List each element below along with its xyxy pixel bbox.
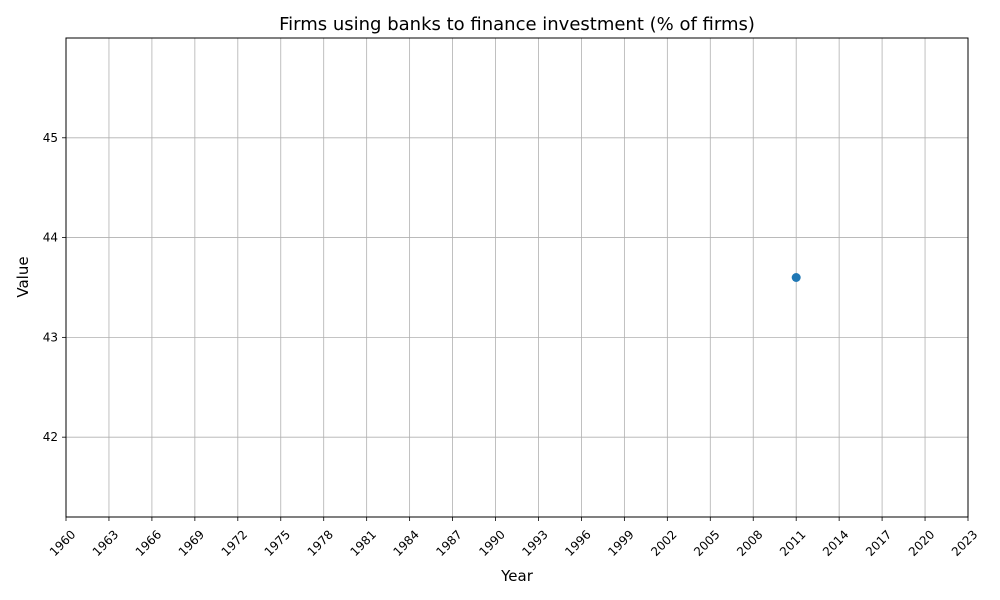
chart-title: Firms using banks to finance investment …	[279, 14, 755, 35]
y-tick-label: 43	[43, 330, 58, 344]
y-tick-label: 42	[43, 430, 58, 444]
x-axis-label: Year	[500, 567, 534, 585]
y-tick-label: 44	[43, 231, 58, 245]
data-points	[791, 273, 801, 282]
y-axis-ticks: 42 43 44 45	[43, 131, 66, 444]
plot-frame	[65, 37, 969, 518]
data-point	[791, 273, 801, 282]
y-tick-label: 45	[43, 131, 58, 145]
y-axis-label: Value	[14, 256, 32, 297]
